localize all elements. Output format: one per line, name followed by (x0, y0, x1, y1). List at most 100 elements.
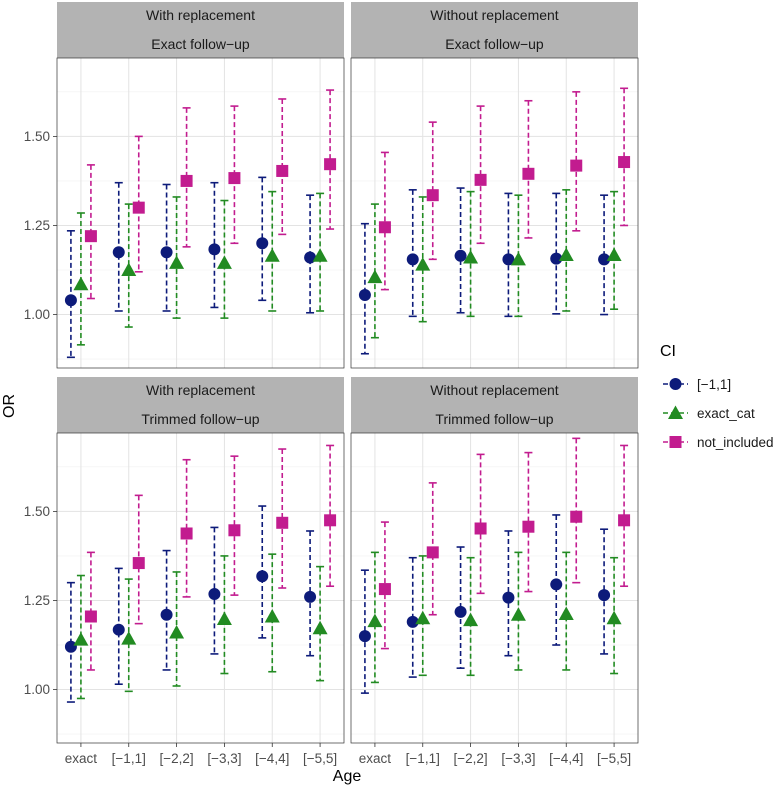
strip-label-bottom: Exact follow−up (445, 36, 544, 52)
point-marker (598, 589, 611, 602)
point-marker (463, 612, 479, 627)
x-tick-label: [−2,2] (160, 751, 194, 766)
point-marker (160, 246, 173, 259)
point-marker (522, 167, 535, 180)
strip-label-bottom: Trimmed follow−up (141, 411, 259, 427)
point-marker (618, 156, 631, 169)
series-exact_cat (367, 189, 622, 339)
point-marker (598, 253, 611, 266)
point-marker (358, 630, 371, 643)
point-marker (606, 247, 622, 262)
legend-item: exact_cat (663, 405, 755, 421)
y-tick-label: 1.00 (24, 682, 50, 697)
panel-background (57, 433, 344, 743)
panel-border (350, 57, 639, 369)
point-marker (454, 605, 467, 618)
x-tick-label: exact (65, 751, 98, 766)
point-marker (454, 249, 467, 262)
panel-border (56, 432, 345, 744)
point-marker (304, 251, 317, 264)
point-marker (112, 623, 125, 636)
y-tick-label: 1.00 (24, 307, 50, 322)
point-marker (378, 221, 391, 234)
series-not_included (378, 87, 631, 291)
facet-strip (57, 377, 344, 433)
legend-label: [−1,1] (697, 377, 731, 392)
point-marker (367, 613, 383, 628)
point-marker (121, 262, 137, 277)
x-tick-label: [−1,1] (406, 751, 440, 766)
series-not_included (84, 89, 337, 300)
point-marker (64, 294, 77, 307)
panel-background (57, 58, 344, 368)
point-marker (216, 611, 232, 625)
x-tick-label: [−5,5] (597, 751, 631, 766)
panel-border (350, 432, 639, 744)
x-tick-label: [−4,4] (255, 751, 289, 766)
facet-panel: With replacement Trimmed follow−up 1.00 1.2… (24, 377, 345, 766)
point-marker (216, 255, 232, 269)
strip-label-top: With replacement (146, 382, 255, 398)
point-marker (474, 522, 487, 535)
point-marker (228, 172, 241, 185)
point-marker (502, 253, 515, 266)
y-tick-label: 1.25 (24, 593, 50, 608)
series-11 (64, 505, 317, 703)
strip-label-top: Without replacement (430, 7, 559, 23)
legend-label: not_included (697, 435, 774, 450)
facet-panel: Without replacement Exact follow−up (350, 2, 639, 369)
legend-item: not_included (663, 435, 774, 450)
point-marker (121, 631, 137, 645)
point-marker (132, 201, 145, 214)
strip-label-bottom: Exact follow−up (151, 36, 250, 52)
point-marker (570, 510, 583, 523)
point-marker (522, 520, 535, 533)
legend-label: exact_cat (697, 406, 755, 421)
point-marker (618, 514, 631, 527)
y-tick-label: 1.50 (24, 129, 50, 144)
x-tick-label: [−4,4] (549, 751, 583, 766)
point-marker (406, 253, 419, 266)
point-marker (169, 255, 185, 269)
point-marker (463, 250, 479, 264)
point-marker (426, 189, 439, 202)
y-axis-title: OR (1, 394, 18, 418)
x-tick-label: [−5,5] (303, 751, 337, 766)
point-marker (228, 524, 241, 537)
point-marker (180, 527, 193, 540)
x-tick-label: exact (359, 751, 392, 766)
point-marker (324, 158, 337, 171)
point-marker (358, 288, 371, 301)
point-marker (510, 607, 526, 621)
point-marker (474, 173, 487, 186)
point-marker (169, 625, 185, 639)
facet-strip (57, 2, 344, 58)
strip-label-top: With replacement (146, 7, 255, 23)
legend-key-marker (669, 436, 682, 448)
point-marker (570, 159, 583, 172)
legend-title: CI (660, 343, 676, 360)
panel-background (351, 433, 638, 743)
series-11 (358, 187, 611, 355)
y-tick-label: 1.25 (24, 218, 50, 233)
point-marker (426, 546, 439, 559)
point-marker (73, 632, 89, 646)
facet-panel: Without replacement Trimmed follow−up exac… (350, 377, 639, 766)
point-marker (558, 606, 574, 621)
point-marker (180, 174, 193, 187)
point-marker (312, 620, 328, 635)
x-axis-title: Age (333, 768, 362, 785)
point-marker (510, 251, 526, 266)
x-tick-label: [−3,3] (207, 751, 241, 766)
point-marker (208, 588, 221, 601)
point-marker (502, 591, 515, 604)
legend-key-marker (669, 378, 682, 390)
point-marker (415, 257, 431, 271)
point-marker (558, 247, 574, 262)
point-marker (264, 609, 280, 623)
point-marker (84, 610, 97, 623)
panel-border (56, 57, 345, 369)
legend-key-marker (668, 405, 683, 419)
point-marker (367, 269, 383, 284)
